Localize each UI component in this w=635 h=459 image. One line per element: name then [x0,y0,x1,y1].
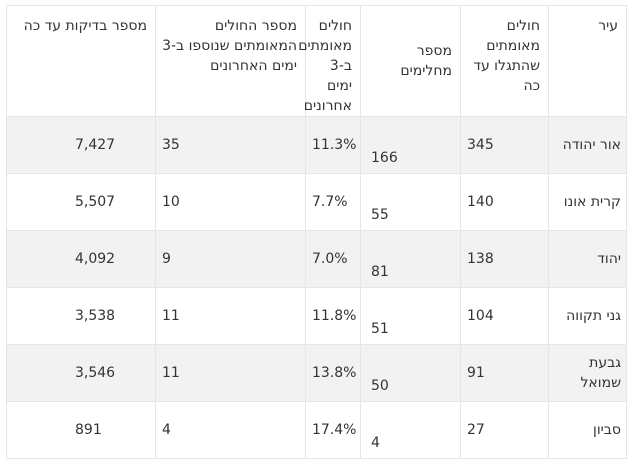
header-row: עיר חולים מאומתים שהתגלו עד כה מספר מחלי… [6,5,627,117]
cell-pct-last3: 17.4% [305,401,361,459]
cell-recovered: 55 [360,173,461,231]
cell-recovered: 4 [360,401,461,459]
cell-tests: 3,546 [6,344,156,402]
cell-pct-last3: 7.0% [305,230,361,288]
cell-city: אור יהודה [548,116,627,174]
cell-confirmed: 140 [460,173,549,231]
header-tests: מספר בדיקות עד כה [6,5,156,117]
city-stats-table: עיר חולים מאומתים שהתגלו עד כה מספר מחלי… [6,5,627,459]
cell-city: גבעת שמואל [548,344,627,402]
cell-confirmed: 104 [460,287,549,345]
table-row: קרית אונו 140 55 7.7% 10 5,507 [6,173,627,231]
table-row: סביון 27 4 17.4% 4 891 [6,401,627,459]
cell-tests: 891 [6,401,156,459]
cell-new-last3: 11 [155,287,306,345]
table-row: גבעת שמואל 91 50 13.8% 11 3,546 [6,344,627,402]
table-body: אור יהודה 345 166 11.3% 35 7,427 קרית או… [6,116,627,459]
header-confirmed: חולים מאומתים שהתגלו עד כה [460,5,549,117]
cell-city: סביון [548,401,627,459]
header-recovered: מספר מחלימים [360,5,461,117]
cell-new-last3: 35 [155,116,306,174]
table-header: עיר חולים מאומתים שהתגלו עד כה מספר מחלי… [6,5,627,117]
cell-new-last3: 9 [155,230,306,288]
cell-recovered: 81 [360,230,461,288]
cell-new-last3: 4 [155,401,306,459]
table-row: יהוד 138 81 7.0% 9 4,092 [6,230,627,288]
cell-pct-last3: 11.3% [305,116,361,174]
header-new-last3: מספר החולים המאומתים שנוספו ב-3 ימים האח… [155,5,306,117]
cell-confirmed: 27 [460,401,549,459]
cell-city: קרית אונו [548,173,627,231]
cell-pct-last3: 13.8% [305,344,361,402]
cell-new-last3: 11 [155,344,306,402]
cell-tests: 5,507 [6,173,156,231]
cell-tests: 3,538 [6,287,156,345]
cell-recovered: 166 [360,116,461,174]
cell-confirmed: 345 [460,116,549,174]
cell-recovered: 51 [360,287,461,345]
cell-tests: 4,092 [6,230,156,288]
cell-pct-last3: 11.8% [305,287,361,345]
cell-tests: 7,427 [6,116,156,174]
cell-city: יהוד [548,230,627,288]
table-row: אור יהודה 345 166 11.3% 35 7,427 [6,116,627,174]
cell-confirmed: 138 [460,230,549,288]
cell-pct-last3: 7.7% [305,173,361,231]
header-pct-last3: חולים מאומתים ב-3 ימים אחרונים [298,5,361,117]
cell-city: גני תקווה [548,287,627,345]
cell-recovered: 50 [360,344,461,402]
table-row: גני תקווה 104 51 11.8% 11 3,538 [6,287,627,345]
header-city: עיר [548,5,627,117]
cell-confirmed: 91 [460,344,549,402]
cell-new-last3: 10 [155,173,306,231]
